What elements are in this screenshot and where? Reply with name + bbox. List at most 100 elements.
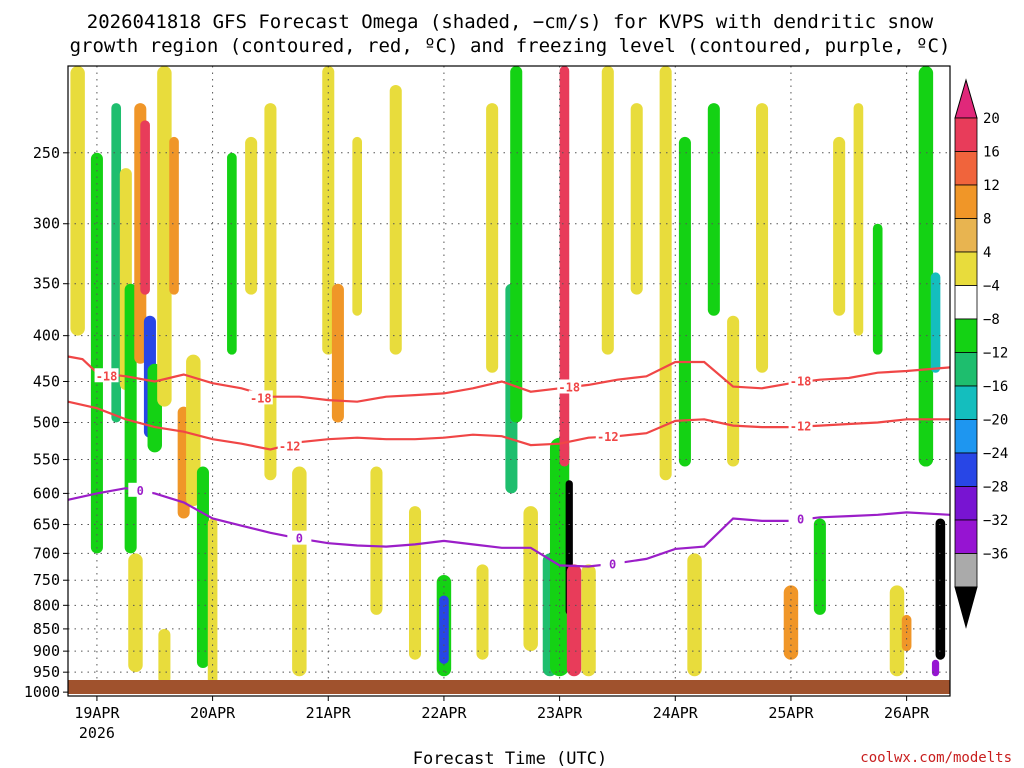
colorbar-swatch [954,184,978,219]
contour-label: -18 [790,374,812,388]
colorbar-swatch [954,519,978,554]
x-axis-label: Forecast Time (UTC) [413,749,607,768]
colorbar-swatch [954,419,978,454]
omega-cell [140,120,150,295]
contour-label-bg [287,530,312,545]
contour-label: 0 [797,513,804,527]
x-tick-label: 26APR [884,704,930,722]
x-tick-label: 24APR [653,704,699,722]
colorbar-label: 4 [983,245,991,261]
colorbar-swatch [954,318,978,353]
y-tick-label: 500 [33,413,60,431]
omega-cell [727,315,740,467]
omega-cell [783,585,799,660]
omega-cell [931,659,940,677]
colorbar-swatch [954,218,978,253]
y-tick-label: 550 [33,451,60,469]
omega-cell [889,585,905,677]
colorbar-label: −20 [983,413,1008,429]
y-tick-label: 800 [33,596,60,614]
contour-label-bg [600,556,625,571]
contour-label-bg [248,390,273,405]
omega-cell [630,103,643,295]
omega-cell [523,506,538,652]
x-tick-label: 20APR [190,704,236,722]
plot-area: -18 -18 -18 -18 -12 -12 -12 0 0 0 0 [67,65,951,697]
x-tick-label: 25APR [768,704,814,722]
y-tick-label: 600 [33,484,60,502]
colorbar-swatch [954,117,978,152]
omega-cell [408,506,422,660]
y-tick-label: 650 [33,516,60,534]
omega-cell [581,564,596,677]
omega-cell [476,564,489,660]
x-tick-year: 2026 [79,724,115,742]
omega-cell [292,466,307,677]
omega-cell [549,437,570,677]
omega-cell [918,66,934,467]
colorbar-label: −28 [983,480,1008,496]
contour-label-bg [277,438,302,453]
omega-cell [186,354,201,507]
omega-cell [901,614,912,652]
contour-label: -18 [96,369,118,383]
contour-label-bg [788,418,813,433]
y-tick-label: 900 [33,642,60,660]
omega-cell [227,152,237,355]
contour-label-bg [557,379,582,394]
omega-cell [510,66,523,423]
omega-cell [813,518,826,615]
omega-cell [158,628,171,685]
chart-title-line-1: 2026041818 GFS Forecast Omega (shaded, −… [87,11,934,33]
omega-cell [687,553,702,677]
colorbar-label: −12 [983,346,1008,362]
omega-cell [853,103,864,336]
x-tick-label: 21APR [306,704,352,722]
colorbar-label: −32 [983,513,1008,529]
omega-cell [935,518,946,660]
omega-cell [486,103,499,373]
omega-shading [70,66,946,685]
x-tick-label: 23APR [537,704,583,722]
omega-cell [352,136,362,316]
y-tick-label: 350 [33,275,60,293]
x-tick-label: 22APR [421,704,467,722]
y-tick-label: 250 [33,144,60,162]
contour-label: 0 [296,532,303,546]
contour-label-bg [128,482,153,497]
omega-cell [196,466,209,669]
omega-cell [370,466,383,615]
colorbar-label: 12 [983,178,1000,194]
y-axis: 250 300 350 400 450 500 550 600 650 700 750 800 850 9… [24,144,68,701]
omega-cell [331,283,344,423]
omega-cell [678,136,691,467]
colorbar-swatch [954,553,978,588]
omega-cell [601,66,614,355]
colorbar-label: 16 [983,145,1000,161]
omega-cell [756,103,769,373]
contours: -18 -18 -18 -18 -12 -12 -12 0 0 0 0 [67,355,951,571]
contour-label: -12 [597,430,619,444]
y-tick-label: 400 [33,327,60,345]
credit-text: coolwx.com/modelts [860,750,1012,766]
contour-label: 0 [609,557,616,571]
omega-cell [207,518,218,685]
contour-label-bg [595,428,620,443]
contour-label: -12 [790,419,812,433]
ground-surface [68,680,950,694]
omega-cell [872,223,883,355]
y-tick-label: 850 [33,620,60,638]
colorbar-swatch [954,151,978,186]
colorbar-bottom-arrow [954,586,978,629]
omega-cell [389,84,402,355]
y-tick-label: 700 [33,544,60,562]
colorbar-swatch [954,251,978,286]
omega-cell [566,564,582,677]
omega-cell [111,103,122,423]
contour-label: -18 [558,380,580,394]
contour-label: 0 [137,484,144,498]
omega-cell [128,553,143,673]
x-tick-label: 19APR [74,704,120,722]
colorbar-label: 20 [983,111,1000,127]
